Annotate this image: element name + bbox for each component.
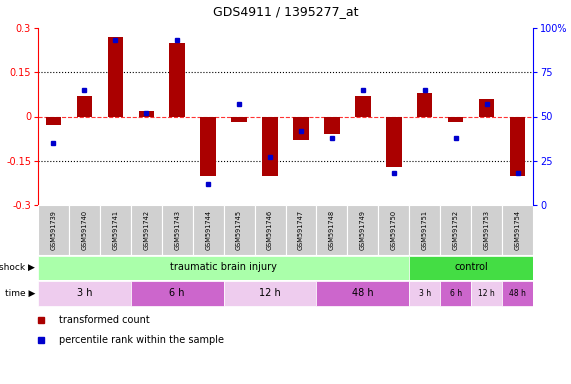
- Bar: [448, 116, 464, 122]
- Bar: [170, 43, 185, 116]
- Text: GSM591742: GSM591742: [143, 210, 149, 250]
- Bar: [139, 111, 154, 116]
- Bar: [286, 205, 316, 255]
- Bar: [502, 205, 533, 255]
- Bar: [162, 205, 192, 255]
- Bar: [224, 281, 316, 306]
- Text: GSM591752: GSM591752: [453, 210, 459, 250]
- Bar: [131, 281, 224, 306]
- Bar: [293, 116, 309, 140]
- Bar: [324, 116, 340, 134]
- Bar: [107, 37, 123, 116]
- Bar: [231, 116, 247, 122]
- Bar: [409, 281, 440, 306]
- Bar: [69, 205, 100, 255]
- Bar: [262, 116, 278, 175]
- Bar: [192, 205, 224, 255]
- Bar: [200, 116, 216, 175]
- Bar: [502, 281, 533, 306]
- Text: GSM591740: GSM591740: [82, 210, 87, 250]
- Text: 3 h: 3 h: [77, 288, 92, 298]
- Bar: [479, 99, 494, 116]
- Text: shock ▶: shock ▶: [0, 263, 35, 272]
- Bar: [316, 281, 409, 306]
- Bar: [440, 205, 471, 255]
- Text: GSM591753: GSM591753: [484, 210, 489, 250]
- Text: GSM591743: GSM591743: [174, 210, 180, 250]
- Text: GSM591746: GSM591746: [267, 210, 273, 250]
- Text: GDS4911 / 1395277_at: GDS4911 / 1395277_at: [213, 5, 358, 18]
- Bar: [77, 96, 92, 116]
- Text: traumatic brain injury: traumatic brain injury: [170, 263, 277, 273]
- Bar: [440, 281, 471, 306]
- Bar: [355, 96, 371, 116]
- Text: 12 h: 12 h: [259, 288, 281, 298]
- Text: GSM591741: GSM591741: [112, 210, 118, 250]
- Bar: [224, 205, 255, 255]
- Text: GSM591748: GSM591748: [329, 210, 335, 250]
- Bar: [100, 205, 131, 255]
- Bar: [409, 205, 440, 255]
- Bar: [347, 205, 379, 255]
- Bar: [379, 205, 409, 255]
- Bar: [510, 116, 525, 175]
- Text: 48 h: 48 h: [509, 289, 526, 298]
- Text: GSM591754: GSM591754: [514, 210, 521, 250]
- Bar: [417, 93, 432, 116]
- Text: percentile rank within the sample: percentile rank within the sample: [59, 335, 224, 345]
- Bar: [471, 205, 502, 255]
- Text: 6 h: 6 h: [449, 289, 462, 298]
- Text: 48 h: 48 h: [352, 288, 373, 298]
- Bar: [255, 205, 286, 255]
- Text: 3 h: 3 h: [419, 289, 431, 298]
- Bar: [131, 205, 162, 255]
- Text: time ▶: time ▶: [5, 289, 35, 298]
- Text: GSM591745: GSM591745: [236, 210, 242, 250]
- Text: control: control: [455, 263, 488, 273]
- Bar: [386, 116, 401, 167]
- Text: GSM591750: GSM591750: [391, 210, 397, 250]
- Text: 6 h: 6 h: [170, 288, 185, 298]
- Bar: [38, 255, 409, 280]
- Bar: [38, 205, 69, 255]
- Bar: [316, 205, 347, 255]
- Bar: [46, 116, 61, 125]
- Text: GSM591749: GSM591749: [360, 210, 366, 250]
- Text: GSM591747: GSM591747: [298, 210, 304, 250]
- Text: transformed count: transformed count: [59, 315, 150, 325]
- Text: GSM591744: GSM591744: [205, 210, 211, 250]
- Text: 12 h: 12 h: [478, 289, 495, 298]
- Bar: [471, 281, 502, 306]
- Bar: [38, 281, 131, 306]
- Text: GSM591739: GSM591739: [50, 210, 57, 250]
- Bar: [409, 255, 533, 280]
- Text: GSM591751: GSM591751: [422, 210, 428, 250]
